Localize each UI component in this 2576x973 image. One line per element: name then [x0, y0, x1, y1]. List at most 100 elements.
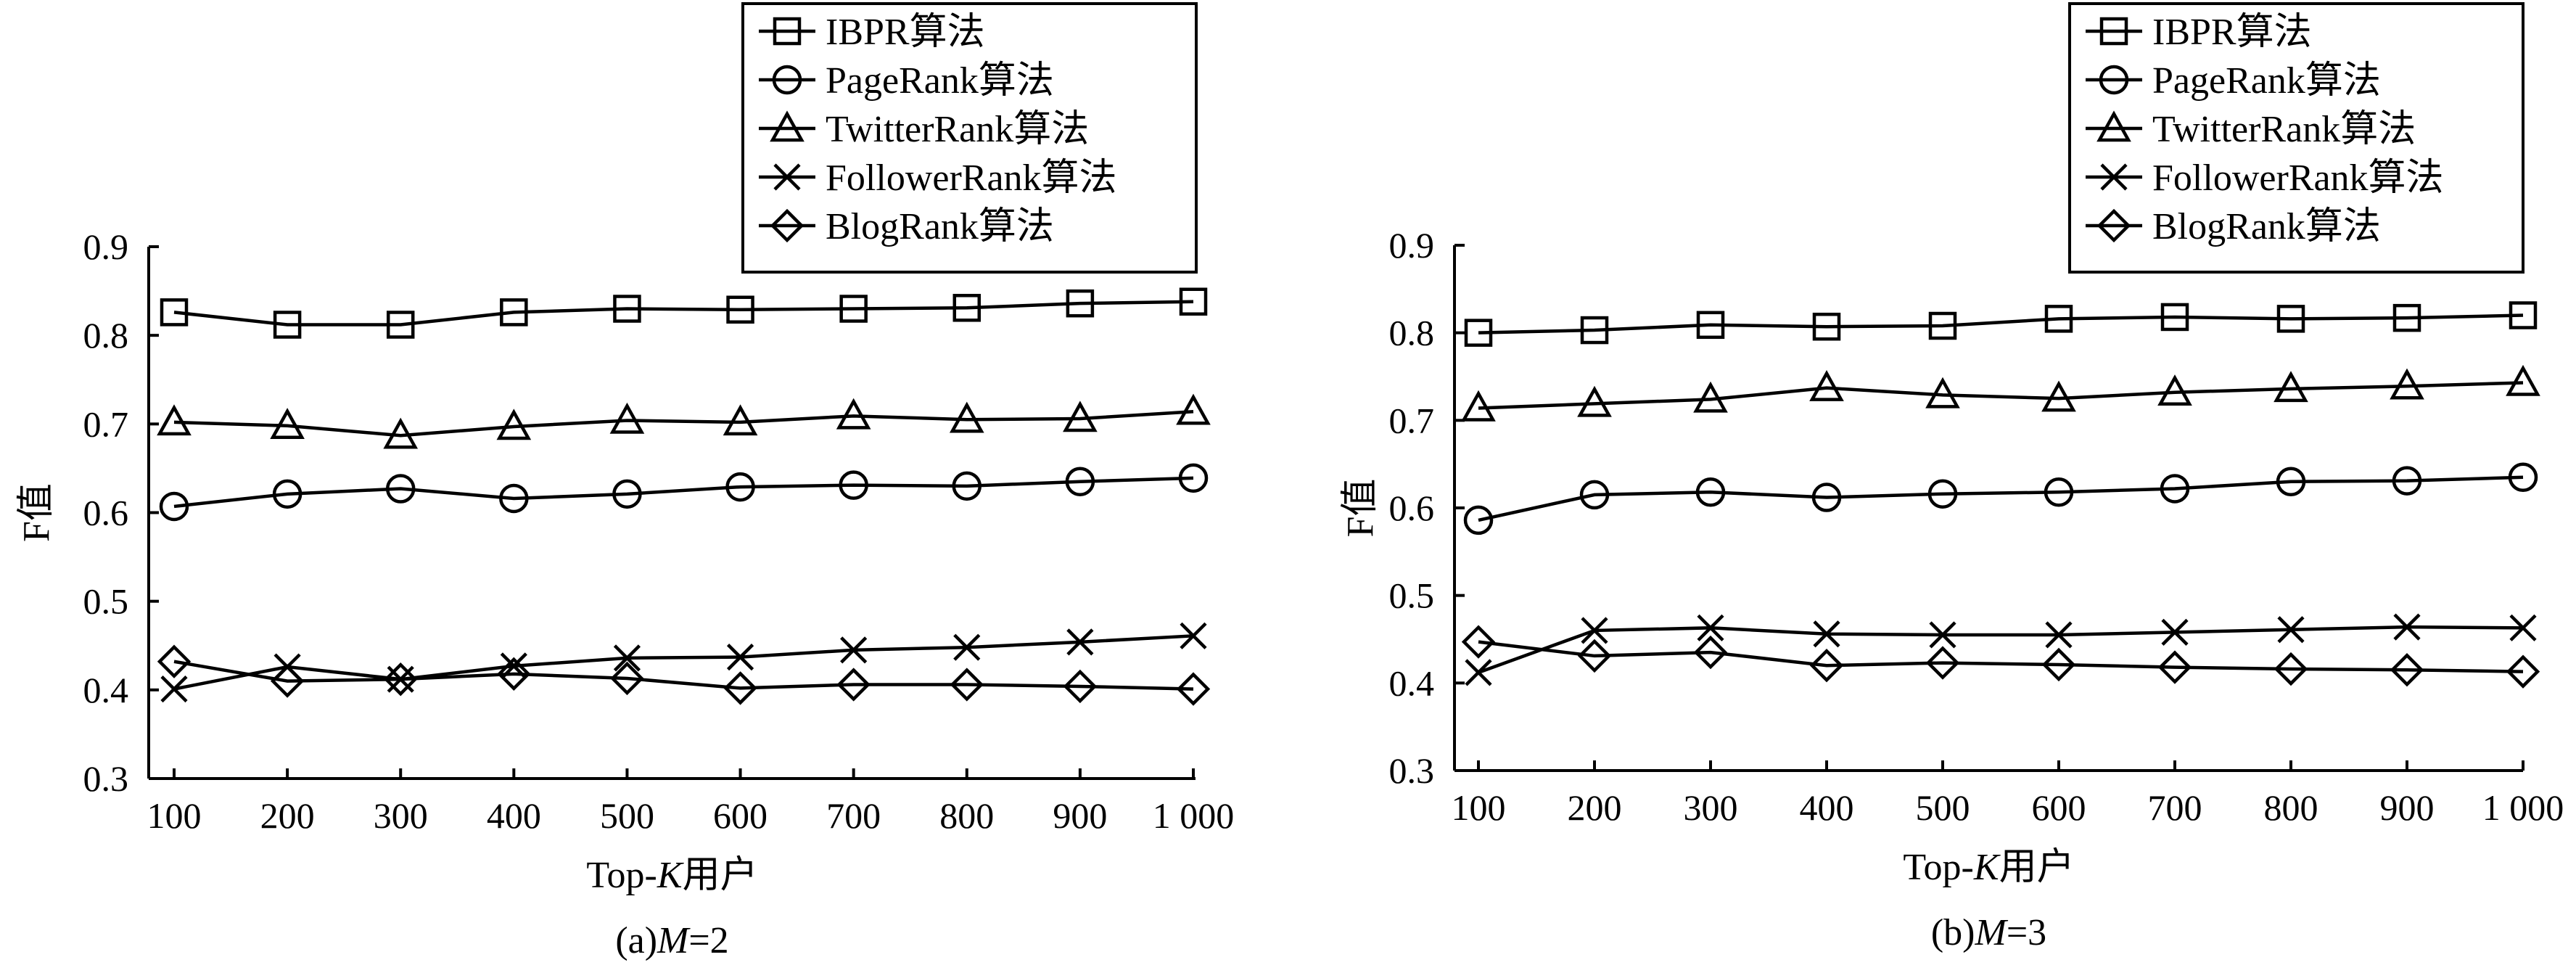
data-point-triangle	[2157, 374, 2192, 406]
x-axis-label-part: Top-	[1903, 847, 1973, 888]
data-point-cross	[2045, 621, 2073, 649]
x-tick-label: 600	[2032, 787, 2086, 828]
data-point-diamond	[723, 671, 757, 705]
legend-marker-circle	[772, 65, 802, 95]
data-point-square	[2160, 303, 2189, 332]
data-point-triangle	[723, 404, 758, 436]
series-line	[173, 300, 1194, 327]
series-cross	[1465, 613, 2537, 686]
data-point-triangle	[2506, 364, 2540, 396]
data-point-triangle	[1063, 401, 1098, 432]
x-tick-label: 400	[487, 795, 541, 836]
panel-caption-part: =3	[2007, 912, 2046, 953]
data-point-diamond	[610, 661, 644, 696]
data-point-square	[2509, 301, 2538, 329]
data-point-triangle	[1461, 390, 1496, 422]
data-point-diamond	[1693, 635, 1728, 670]
x-tick-label: 200	[1568, 787, 1622, 828]
x-tick-label: 900	[1053, 795, 1107, 836]
data-point-square	[1179, 287, 1208, 316]
legend-marker-circle	[2099, 65, 2129, 95]
data-point-circle	[612, 479, 642, 509]
data-point-diamond	[1461, 625, 1496, 659]
data-point-circle	[385, 474, 416, 504]
data-point-circle	[1178, 463, 1209, 493]
data-point-circle	[1695, 477, 1726, 507]
data-point-triangle	[496, 409, 532, 440]
x-axis-label-part: 用户	[1999, 847, 2075, 888]
data-point-triangle	[1925, 377, 1960, 409]
legend-marker-cross	[2100, 163, 2128, 191]
legend-marker-cross	[773, 163, 801, 191]
data-point-circle	[499, 483, 529, 514]
x-tick-label: 1 000	[2482, 787, 2564, 828]
data-point-triangle	[383, 417, 419, 449]
data-point-square	[1696, 311, 1725, 340]
y-tick-label: 0.3	[83, 758, 129, 799]
panel-caption: (a)M=2	[615, 920, 728, 961]
series-diamond	[1461, 625, 2540, 689]
series-line	[1478, 313, 2524, 334]
data-point-cross	[840, 636, 868, 664]
y-tick-label: 0.8	[1389, 313, 1435, 353]
series-triangle	[1461, 364, 2540, 422]
data-point-cross	[2161, 618, 2189, 646]
legend-marker-diamond	[770, 208, 805, 243]
panel-caption: (b)M=3	[1931, 912, 2046, 953]
panel-caption-part: M	[1974, 912, 2008, 953]
legend-marker-diamond	[2096, 208, 2131, 243]
data-point-circle	[1927, 479, 1958, 509]
data-point-diamond	[2506, 654, 2540, 689]
y-tick-label: 0.3	[1389, 750, 1435, 791]
data-point-cross	[1813, 620, 1840, 648]
x-axis-label: Top-K用户	[586, 855, 757, 896]
panel-caption-part: (a)	[615, 920, 657, 961]
x-axis-label-part: K	[1973, 847, 2001, 888]
series-line	[173, 660, 1194, 691]
legend-label: PageRank算法	[2152, 60, 2381, 102]
data-point-triangle	[1577, 385, 1612, 417]
legend-marker-square	[2099, 17, 2128, 46]
series-square	[160, 287, 1208, 339]
series-triangle	[157, 393, 1211, 449]
legend: IBPR算法 PageRank算法 TwitterRank算法 FollowerRan…	[741, 2, 1198, 274]
legend-label: BlogRank算法	[2152, 206, 2381, 247]
data-point-circle	[159, 491, 189, 522]
legend-box	[2068, 2, 2524, 274]
data-point-cross	[2393, 613, 2421, 641]
data-point-square	[613, 295, 641, 323]
data-point-circle	[2160, 474, 2190, 504]
data-point-triangle	[2273, 371, 2308, 403]
data-point-square	[726, 295, 754, 324]
data-point-cross	[2277, 616, 2305, 644]
x-tick-label: 100	[147, 795, 202, 836]
data-point-diamond	[836, 668, 871, 702]
data-point-circle	[839, 470, 868, 500]
data-point-diamond	[2157, 650, 2192, 684]
data-point-circle	[1065, 467, 1095, 496]
data-point-diamond	[270, 664, 305, 698]
y-tick-label: 0.5	[1389, 575, 1435, 616]
x-tick-label: 1 000	[1153, 795, 1235, 836]
data-point-cross	[1929, 621, 1956, 649]
data-point-square	[2392, 303, 2421, 332]
legend-label: FollowerRank算法	[826, 157, 1117, 199]
data-point-triangle	[2041, 380, 2076, 412]
data-point-square	[386, 311, 415, 339]
panel-caption-part: M	[657, 920, 691, 961]
x-tick-label: 900	[2380, 787, 2435, 828]
data-point-square	[160, 298, 189, 327]
data-point-cross	[2509, 614, 2537, 641]
data-point-circle	[2276, 467, 2306, 497]
data-point-square	[2044, 305, 2073, 333]
series-line	[1478, 640, 2524, 673]
legend: IBPR算法 PageRank算法 TwitterRank算法 FollowerRan…	[2068, 2, 2524, 274]
data-point-diamond	[1577, 639, 1612, 673]
y-tick-label: 0.4	[83, 670, 129, 710]
data-point-cross	[1581, 617, 1608, 644]
data-point-diamond	[950, 668, 984, 702]
data-point-diamond	[384, 662, 418, 697]
legend-label: IBPR算法	[2152, 12, 2312, 53]
legend-label: FollowerRank算法	[2152, 157, 2444, 199]
